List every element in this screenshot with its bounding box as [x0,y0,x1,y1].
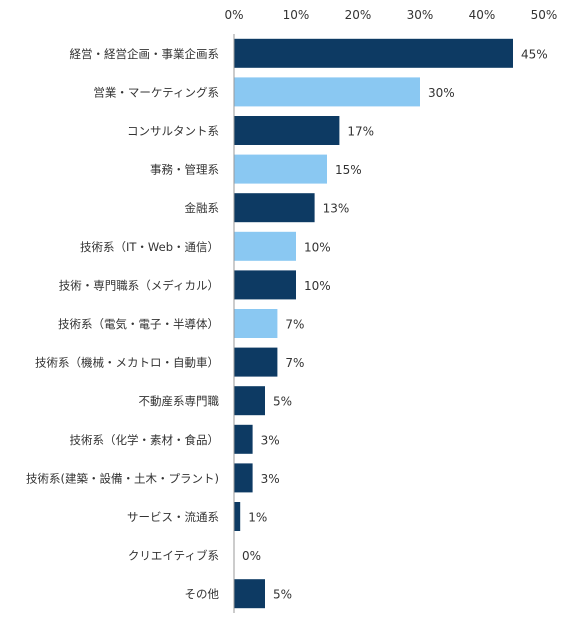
data-label: 10% [304,240,331,254]
data-label: 3% [261,433,280,447]
data-label: 0% [242,549,261,563]
bar [234,579,265,609]
bar [234,193,315,223]
category-label: 経営・経営企画・事業企画系 [70,47,220,61]
category-label: 不動産系専門職 [139,394,220,408]
data-label: 30% [428,86,455,100]
x-tick-label: 0% [224,8,243,22]
data-label: 5% [273,395,292,409]
data-label: 13% [323,202,350,216]
category-labels: 経営・経営企画・事業企画系営業・マーケティング系コンサルタント系事務・管理系金融… [26,47,219,601]
data-label: 5% [273,588,292,602]
category-label: 事務・管理系 [150,163,219,177]
bar [234,154,327,184]
bars [234,38,513,609]
bar [234,309,278,338]
value-labels: 45% 30% 17% 15% 13% 10% 10% 7% 7% 5% 3% 3% 1% 0% 5% [242,47,548,601]
bar [234,463,253,493]
bar [234,270,296,300]
x-tick-label: 10% [283,8,310,22]
category-label: 技術系（化学・素材・食品） [70,433,220,447]
x-tick-label: 50% [531,8,558,22]
data-label: 7% [285,356,304,370]
bar [234,116,340,145]
bar [234,38,513,68]
category-label: 技術系（IT・Web・通信） [80,240,219,254]
category-label: クリエイティブ系 [128,549,219,563]
category-label: 技術・専門職系（メディカル） [59,278,219,292]
category-label: その他 [185,587,220,601]
category-label: サービス・流通系 [127,510,219,524]
bar [234,77,420,107]
category-label: コンサルタント系 [127,124,219,138]
data-label: 3% [261,472,280,486]
x-axis-ticks: 0% 10% 20% 30% 40% 50% [224,8,557,22]
bar [234,347,278,377]
category-label: 技術系(建築・設備・土木・プラント) [26,471,219,485]
x-tick-label: 20% [345,8,372,22]
bar [234,231,296,261]
category-label: 営業・マーケティング系 [93,85,219,99]
category-label: 金融系 [185,201,220,215]
data-label: 1% [248,511,267,525]
bar [234,502,241,531]
data-label: 45% [521,47,548,61]
data-label: 10% [304,279,331,293]
data-label: 15% [335,163,362,177]
data-label: 17% [347,125,374,139]
bar [234,386,265,416]
bar [234,424,253,454]
category-label: 技術系（電気・電子・半導体） [58,317,219,331]
data-label: 7% [285,318,304,332]
x-tick-label: 40% [469,8,496,22]
x-tick-label: 30% [407,8,434,22]
category-label: 技術系（機械・メカトロ・自動車） [35,356,219,370]
